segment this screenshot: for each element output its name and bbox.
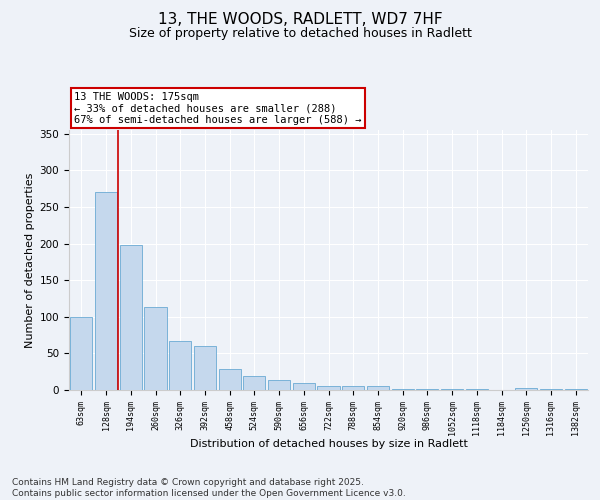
Bar — [540, 388, 562, 390]
Text: Size of property relative to detached houses in Radlett: Size of property relative to detached ho… — [128, 28, 472, 40]
Bar — [515, 388, 538, 390]
Text: 13, THE WOODS, RADLETT, WD7 7HF: 13, THE WOODS, RADLETT, WD7 7HF — [158, 12, 442, 28]
Bar — [367, 386, 389, 390]
Bar — [416, 388, 439, 390]
Bar — [218, 370, 241, 390]
Bar — [70, 317, 92, 390]
Bar — [293, 382, 315, 390]
Y-axis label: Number of detached properties: Number of detached properties — [25, 172, 35, 348]
Bar — [194, 346, 216, 390]
Bar — [268, 380, 290, 390]
Bar — [317, 386, 340, 390]
Bar — [95, 192, 117, 390]
Bar — [145, 307, 167, 390]
X-axis label: Distribution of detached houses by size in Radlett: Distribution of detached houses by size … — [190, 439, 467, 449]
Bar — [243, 376, 265, 390]
Text: 13 THE WOODS: 175sqm
← 33% of detached houses are smaller (288)
67% of semi-deta: 13 THE WOODS: 175sqm ← 33% of detached h… — [74, 92, 362, 125]
Bar — [342, 386, 364, 390]
Text: Contains HM Land Registry data © Crown copyright and database right 2025.
Contai: Contains HM Land Registry data © Crown c… — [12, 478, 406, 498]
Bar — [169, 341, 191, 390]
Bar — [119, 245, 142, 390]
Bar — [441, 388, 463, 390]
Bar — [392, 388, 414, 390]
